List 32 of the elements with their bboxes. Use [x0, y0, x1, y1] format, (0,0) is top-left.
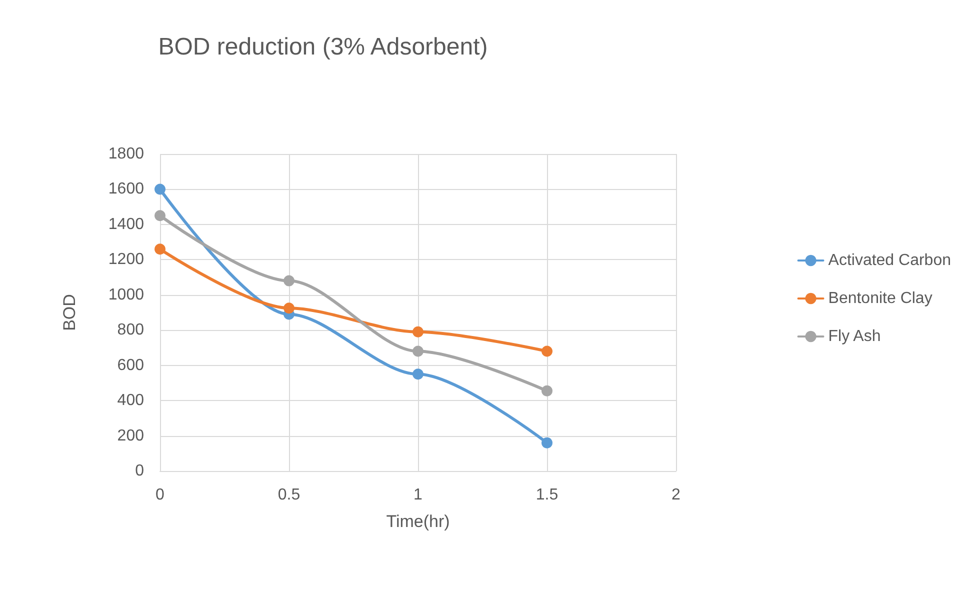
y-tick-label: 1000: [108, 286, 144, 304]
point: [542, 346, 552, 357]
point: [412, 346, 424, 357]
legend-label: Fly Ash: [828, 328, 881, 345]
y-tick-label: 1600: [108, 180, 144, 198]
point: [542, 437, 552, 448]
chart-title: BOD reduction (3% Adsorbent): [158, 34, 488, 60]
y-tick-label: 400: [117, 392, 144, 410]
point: [542, 385, 552, 396]
y-tick-label: 1800: [108, 146, 144, 162]
point: [154, 210, 166, 222]
y-axis-title: BOD: [60, 294, 79, 331]
y-tick-label: 0: [135, 462, 144, 480]
point: [412, 326, 424, 338]
x-tick-label: 1.5: [536, 486, 558, 504]
x-tick-label: 1: [414, 486, 423, 504]
point: [412, 368, 424, 380]
x-tick-label: 2: [672, 486, 681, 504]
y-tick-label: 1400: [108, 216, 144, 233]
legend-label: Bentonite Clay: [828, 290, 932, 307]
x-tick-label: 0.5: [278, 486, 300, 504]
point: [284, 302, 294, 314]
x-tick-label: 0: [156, 486, 165, 504]
y-tick-label: 200: [117, 427, 144, 444]
y-tick-label: 800: [117, 322, 144, 339]
point: [284, 275, 294, 286]
y-tick-label: 1200: [108, 251, 144, 268]
y-tick-label: 600: [117, 356, 144, 374]
x-axis-title: Time(hr): [386, 512, 450, 531]
point: [154, 244, 166, 255]
legend-label: Activated Carbon: [828, 252, 951, 269]
point: [154, 184, 166, 195]
